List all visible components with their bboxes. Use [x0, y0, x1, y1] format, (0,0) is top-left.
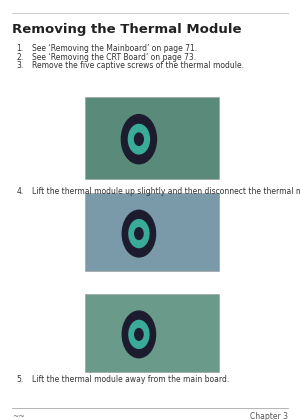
- Circle shape: [129, 320, 149, 349]
- Text: 2.: 2.: [16, 52, 24, 61]
- Text: ~~: ~~: [12, 412, 25, 420]
- Circle shape: [128, 124, 149, 154]
- Text: 3.: 3.: [16, 61, 24, 70]
- Text: 5.: 5.: [16, 375, 24, 384]
- Circle shape: [122, 210, 155, 257]
- Text: Lift the thermal module up slightly and then disconnect the thermal module cable: Lift the thermal module up slightly and …: [32, 187, 300, 196]
- Circle shape: [135, 328, 143, 340]
- Circle shape: [129, 220, 149, 248]
- Circle shape: [122, 311, 155, 358]
- Text: See ‘Removing the Mainboard’ on page 71.: See ‘Removing the Mainboard’ on page 71.: [32, 44, 196, 53]
- Bar: [85, 97, 219, 178]
- Circle shape: [121, 115, 157, 164]
- Circle shape: [135, 228, 143, 239]
- Bar: [85, 294, 219, 372]
- Text: 1.: 1.: [16, 44, 24, 53]
- Text: Removing the Thermal Module: Removing the Thermal Module: [12, 23, 242, 36]
- Bar: [85, 193, 219, 271]
- Text: Remove the five captive screws of the thermal module.: Remove the five captive screws of the th…: [32, 61, 244, 70]
- Text: 4.: 4.: [16, 187, 24, 196]
- Circle shape: [134, 133, 143, 145]
- Text: Chapter 3: Chapter 3: [250, 412, 288, 420]
- Text: Lift the thermal module away from the main board.: Lift the thermal module away from the ma…: [32, 375, 229, 384]
- Text: See ‘Removing the CRT Board’ on page 73.: See ‘Removing the CRT Board’ on page 73.: [32, 52, 196, 61]
